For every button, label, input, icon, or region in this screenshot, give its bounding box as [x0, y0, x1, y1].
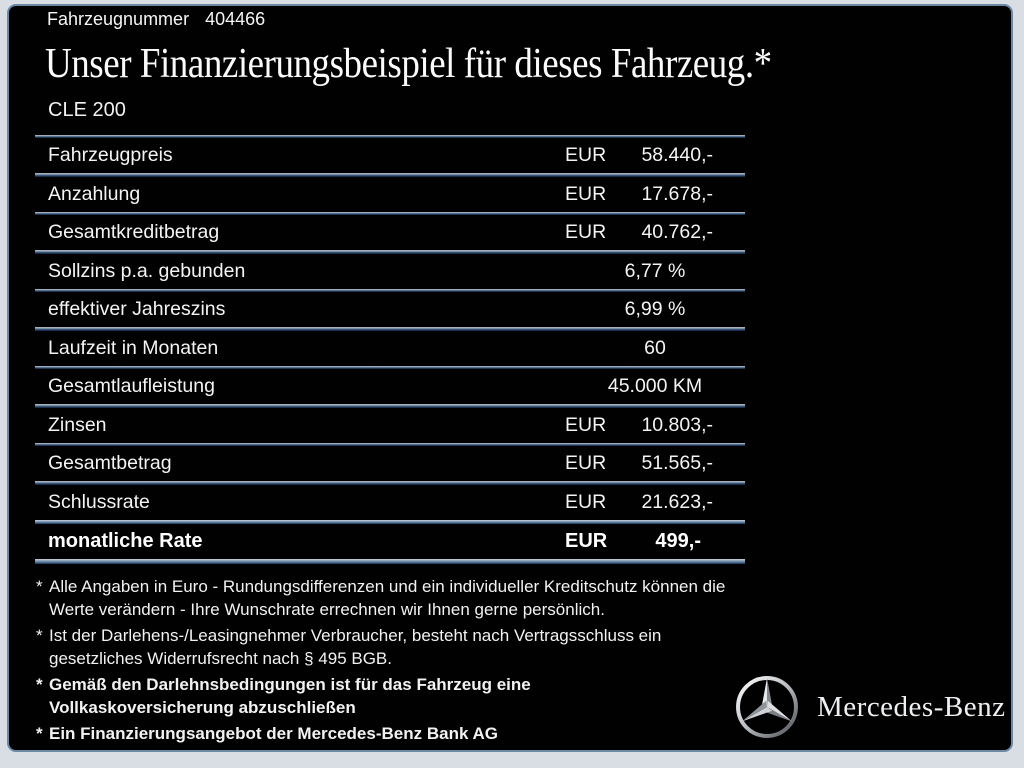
row-separator — [35, 327, 745, 331]
table-row: monatliche Rate EUR 499,- — [35, 524, 745, 559]
footnote-marker: * — [36, 724, 43, 743]
footnote-text: Ein Finanzierungsangebot der Mercedes-Be… — [49, 724, 499, 743]
row-label: monatliche Rate — [48, 530, 203, 553]
footnotes: * Alle Angaben in Euro - Rundungsdifferen… — [36, 576, 742, 750]
value-amount: 21.623,- — [641, 490, 713, 513]
footnote-marker: * — [36, 675, 43, 694]
currency-label: EUR — [565, 452, 607, 475]
row-label: Gesamtlaufleistung — [48, 375, 215, 398]
row-separator — [35, 519, 745, 525]
value-amount: 51.565,- — [641, 452, 713, 475]
row-separator — [35, 481, 745, 485]
row-label: Fahrzeugpreis — [48, 144, 173, 167]
table-row: Gesamtlaufleistung 45.000 KM — [35, 369, 745, 404]
vehicle-number-value: 404466 — [205, 9, 266, 29]
finance-table: Fahrzeugpreis EUR 58.440,- Anzahlung EUR 17.6… — [35, 135, 745, 564]
row-value: 45.000 KM — [565, 375, 745, 398]
brand-area: Mercedes-Benz — [729, 666, 1009, 748]
value-amount: 17.678,- — [641, 182, 713, 205]
row-value: 6,77 % — [565, 260, 745, 283]
vehicle-number: Fahrzeugnummer 404466 — [47, 9, 265, 30]
brand-wordmark: Mercedes-Benz — [817, 690, 1006, 723]
value-amount: 6,77 % — [624, 259, 686, 282]
table-row: Sollzins p.a. gebunden 6,77 % — [35, 254, 745, 289]
row-value: EUR 21.623,- — [565, 491, 745, 514]
table-row: Laufzeit in Monaten 60 — [35, 331, 745, 366]
table-row: Zinsen EUR 10.803,- — [35, 408, 745, 443]
currency-label: EUR — [565, 221, 607, 244]
row-value: EUR 58.440,- — [565, 144, 745, 167]
row-value: EUR 499,- — [565, 530, 745, 553]
currency-label: EUR — [565, 490, 607, 513]
row-separator — [35, 365, 745, 370]
row-value: EUR 40.762,- — [565, 221, 745, 244]
footnote: * Alle Angaben in Euro - Rundungsdifferen… — [36, 576, 742, 621]
page-title: Unser Finanzierungsbeispiel für dieses F… — [45, 41, 772, 87]
table-row: Gesamtkreditbetrag EUR 40.762,- — [35, 215, 745, 250]
table-row: Anzahlung EUR 17.678,- — [35, 177, 745, 212]
value-amount: 499,- — [655, 530, 701, 553]
currency-label: EUR — [565, 144, 607, 167]
footnote-marker: * — [36, 577, 43, 596]
value-amount: 60 — [644, 336, 666, 359]
row-value: EUR 10.803,- — [565, 414, 745, 437]
footnote: * Ist der Darlehens-/Leasingnehmer Verbra… — [36, 625, 742, 670]
row-separator — [35, 442, 745, 447]
row-label: Zinsen — [48, 413, 107, 436]
row-separator — [35, 211, 745, 216]
footnote-text: Gemäß den Darlehnsbedingungen ist für da… — [49, 675, 531, 717]
table-row: Schlussrate EUR 21.623,- — [35, 485, 745, 520]
footnote-text: Alle Angaben in Euro - Rundungsdifferenz… — [49, 577, 726, 619]
mercedes-star-icon — [736, 676, 798, 738]
row-separator — [35, 288, 745, 293]
value-amount: 58.440,- — [641, 144, 713, 167]
footnote: * Gemäß den Darlehnsbedingungen ist für d… — [36, 674, 742, 719]
row-value: EUR 17.678,- — [565, 183, 745, 206]
value-amount: 45.000 KM — [607, 375, 703, 398]
vehicle-number-label: Fahrzeugnummer — [47, 9, 190, 29]
table-row: effektiver Jahreszins 6,99 % — [35, 292, 745, 327]
row-separator — [35, 135, 745, 139]
vehicle-model: CLE 200 — [48, 99, 126, 121]
row-label: Sollzins p.a. gebunden — [48, 259, 246, 282]
row-label: effektiver Jahreszins — [48, 298, 226, 321]
currency-label: EUR — [565, 182, 607, 205]
table-row: Gesamtbetrag EUR 51.565,- — [35, 446, 745, 481]
row-label: Gesamtkreditbetrag — [48, 221, 220, 244]
row-separator — [35, 559, 745, 564]
row-label: Laufzeit in Monaten — [48, 336, 219, 359]
footnote-text: Ist der Darlehens-/Leasingnehmer Verbrau… — [49, 626, 662, 668]
currency-label: EUR — [565, 413, 607, 436]
value-amount: 40.762,- — [641, 221, 713, 244]
row-separator — [35, 173, 745, 177]
row-value: 6,99 % — [565, 298, 745, 321]
row-value: 60 — [565, 337, 745, 360]
row-label: Anzahlung — [48, 182, 141, 205]
row-label: Schlussrate — [48, 490, 150, 513]
value-amount: 10.803,- — [641, 413, 713, 436]
currency-label: EUR — [565, 530, 608, 553]
finance-offer-panel: Fahrzeugnummer 404466 Unser Finanzierungs… — [7, 4, 1013, 752]
row-separator — [35, 250, 745, 254]
row-label: Gesamtbetrag — [48, 452, 172, 475]
table-row: Fahrzeugpreis EUR 58.440,- — [35, 138, 745, 173]
row-separator — [35, 404, 745, 408]
footnote: * Ein Finanzierungsangebot der Mercedes-B… — [36, 723, 742, 746]
value-amount: 6,99 % — [624, 298, 686, 321]
row-value: EUR 51.565,- — [565, 452, 745, 475]
footnote-marker: * — [36, 626, 43, 645]
